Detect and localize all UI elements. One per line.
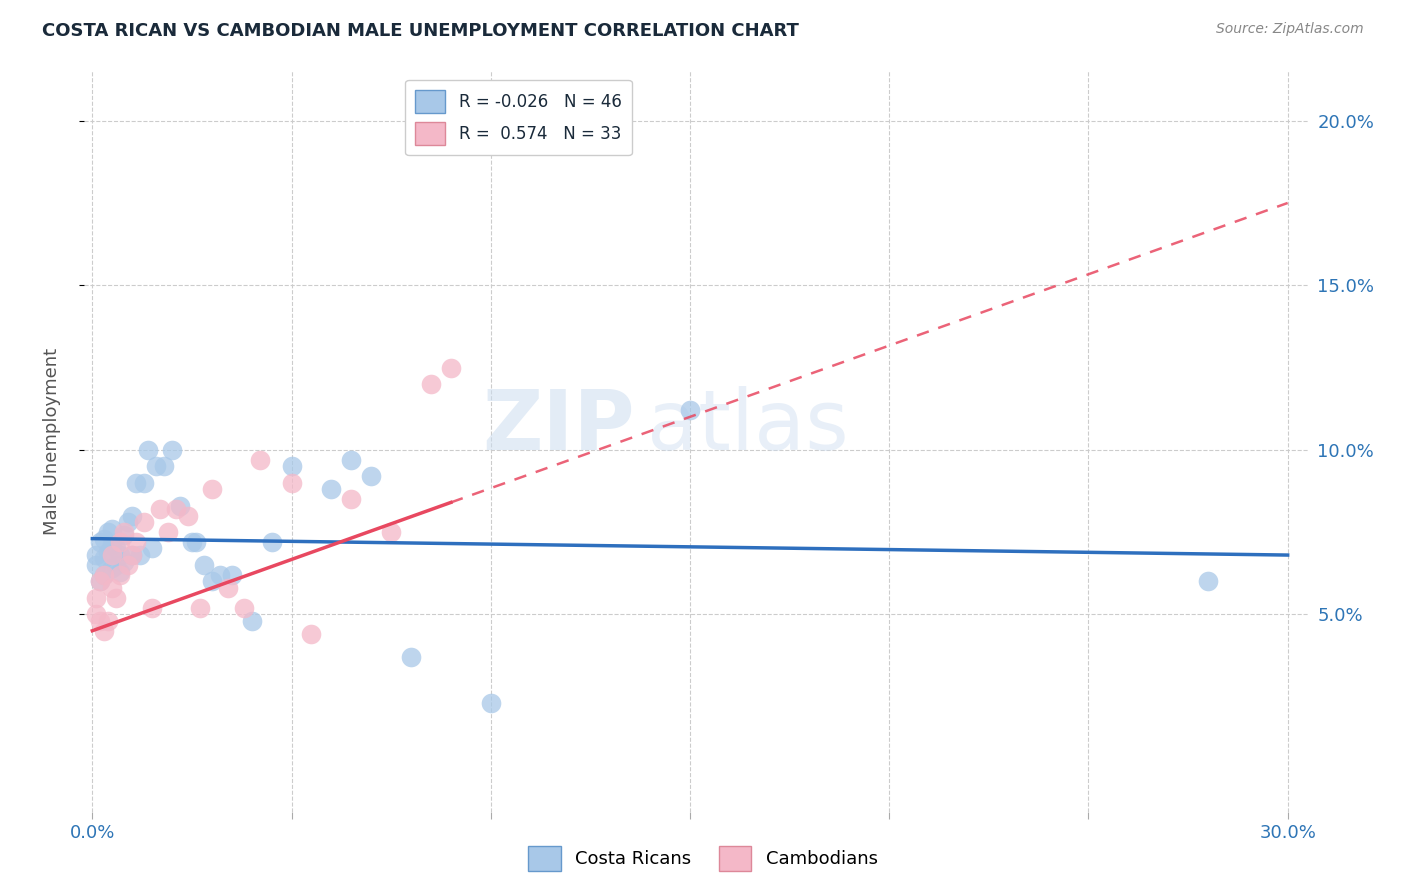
Point <box>217 581 239 595</box>
Text: Source: ZipAtlas.com: Source: ZipAtlas.com <box>1216 22 1364 37</box>
Point <box>134 515 156 529</box>
Legend: Costa Ricans, Cambodians: Costa Ricans, Cambodians <box>522 838 884 879</box>
Point <box>340 452 363 467</box>
Point <box>340 492 363 507</box>
Point <box>240 614 263 628</box>
Point <box>112 555 135 569</box>
Point <box>121 548 143 562</box>
Point <box>321 482 343 496</box>
Point <box>105 541 128 556</box>
Point <box>479 696 502 710</box>
Point <box>117 558 139 572</box>
Point <box>101 581 124 595</box>
Point <box>157 524 180 539</box>
Point <box>184 535 207 549</box>
Point <box>165 502 187 516</box>
Point <box>112 528 135 542</box>
Point <box>117 515 139 529</box>
Point <box>181 535 204 549</box>
Point <box>101 548 124 562</box>
Point <box>93 567 115 582</box>
Point <box>208 567 231 582</box>
Point <box>89 574 111 589</box>
Point <box>153 459 176 474</box>
Point <box>301 627 323 641</box>
Point <box>93 624 115 638</box>
Point <box>149 502 172 516</box>
Point <box>97 524 120 539</box>
Y-axis label: Male Unemployment: Male Unemployment <box>42 348 60 535</box>
Point <box>101 538 124 552</box>
Point <box>145 459 167 474</box>
Point <box>86 558 108 572</box>
Point <box>380 524 402 539</box>
Point <box>201 574 224 589</box>
Point <box>125 535 148 549</box>
Point <box>89 535 111 549</box>
Point <box>125 475 148 490</box>
Point <box>221 567 243 582</box>
Point <box>136 442 159 457</box>
Point <box>93 532 115 546</box>
Point <box>129 548 152 562</box>
Point <box>97 614 120 628</box>
Point <box>86 591 108 605</box>
Point <box>679 403 702 417</box>
Text: atlas: atlas <box>647 386 849 467</box>
Point <box>86 548 108 562</box>
Point <box>360 469 382 483</box>
Point <box>110 565 132 579</box>
Point <box>193 558 215 572</box>
Point <box>110 548 132 562</box>
Point <box>110 567 132 582</box>
Point <box>93 551 115 566</box>
Point <box>177 508 200 523</box>
Point <box>1197 574 1219 589</box>
Point <box>201 482 224 496</box>
Point <box>280 459 302 474</box>
Point <box>141 600 163 615</box>
Point <box>89 614 111 628</box>
Point <box>440 360 463 375</box>
Point <box>260 535 283 549</box>
Point <box>169 499 191 513</box>
Point <box>105 591 128 605</box>
Point <box>188 600 211 615</box>
Point <box>280 475 302 490</box>
Point <box>141 541 163 556</box>
Point <box>86 607 108 622</box>
Point <box>110 535 132 549</box>
Point <box>121 548 143 562</box>
Point <box>160 442 183 457</box>
Point <box>112 524 135 539</box>
Point <box>105 558 128 572</box>
Point <box>93 567 115 582</box>
Point <box>121 508 143 523</box>
Point <box>89 574 111 589</box>
Text: COSTA RICAN VS CAMBODIAN MALE UNEMPLOYMENT CORRELATION CHART: COSTA RICAN VS CAMBODIAN MALE UNEMPLOYME… <box>42 22 799 40</box>
Point <box>101 561 124 575</box>
Point <box>101 522 124 536</box>
Point <box>97 545 120 559</box>
Point <box>420 376 443 391</box>
Text: ZIP: ZIP <box>482 386 636 467</box>
Point <box>399 650 422 665</box>
Point <box>134 475 156 490</box>
Point <box>232 600 254 615</box>
Legend: R = -0.026   N = 46, R =  0.574   N = 33: R = -0.026 N = 46, R = 0.574 N = 33 <box>405 79 631 155</box>
Point <box>249 452 271 467</box>
